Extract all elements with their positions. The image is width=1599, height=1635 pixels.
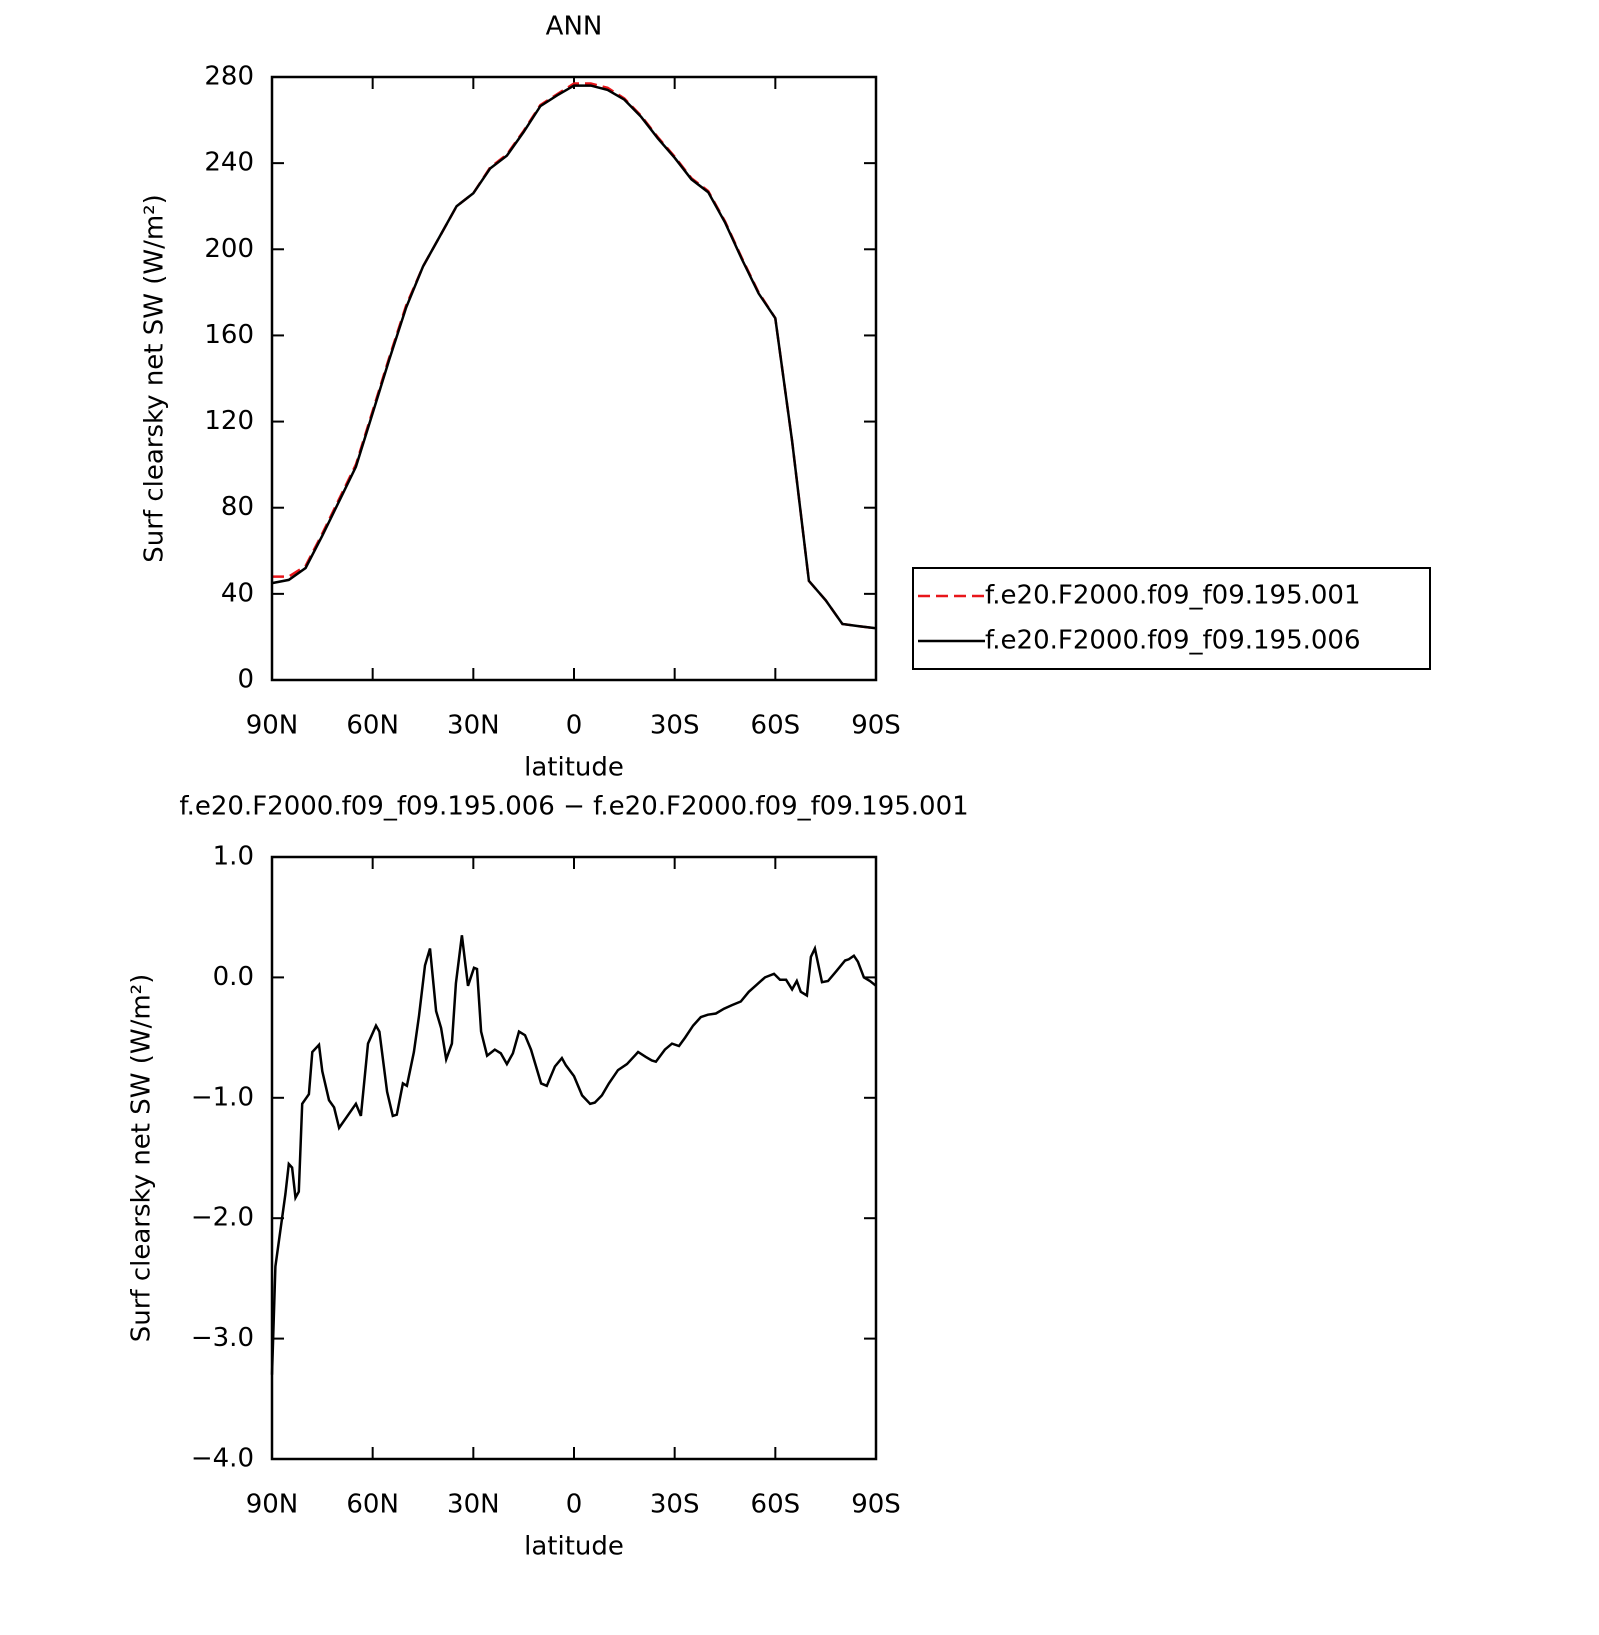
y-tick-label: 40	[221, 578, 254, 608]
x-tick-label: 60N	[346, 1490, 399, 1520]
y-tick-label: 160	[204, 320, 254, 350]
x-tick-label: 30S	[650, 711, 700, 741]
x-tick-label: 30S	[650, 1490, 700, 1520]
x-tick-label: 30N	[447, 711, 500, 741]
y-axis-label: Surf clearsky net SW (W/m²)	[127, 974, 157, 1342]
y-tick-label: −3.0	[191, 1323, 254, 1353]
data-line	[270, 935, 877, 1375]
chart-title: f.e20.F2000.f09_f09.195.006 − f.e20.F200…	[179, 792, 968, 822]
data-line	[272, 82, 877, 630]
x-axis-label: latitude	[524, 1532, 624, 1562]
y-tick-label: −2.0	[191, 1203, 254, 1233]
x-axis-label: latitude	[524, 753, 624, 783]
x-tick-label: 60S	[751, 1490, 801, 1520]
chart-title: ANN	[546, 12, 603, 42]
y-tick-label: 80	[221, 492, 254, 522]
y-tick-label: 240	[204, 148, 254, 178]
y-axis-label: Surf clearsky net SW (W/m²)	[140, 194, 170, 562]
legend-label: f.e20.F2000.f09_f09.195.001	[985, 581, 1361, 611]
y-tick-label: −1.0	[191, 1082, 254, 1112]
data-line	[271, 84, 877, 630]
y-tick-label: −4.0	[191, 1444, 254, 1474]
plot-frame	[270, 855, 878, 1461]
y-tick-label: 120	[204, 406, 254, 436]
y-tick-label: 0.0	[213, 962, 254, 992]
x-tick-label: 0	[566, 1490, 583, 1520]
x-tick-label: 90N	[246, 711, 299, 741]
y-tick-label: 1.0	[213, 842, 254, 872]
x-tick-label: 60S	[751, 711, 801, 741]
legend-label: f.e20.F2000.f09_f09.195.006	[985, 626, 1361, 656]
x-tick-label: 60N	[346, 711, 399, 741]
x-tick-label: 30N	[447, 1490, 500, 1520]
plot-frame	[270, 75, 878, 682]
y-tick-label: 280	[204, 62, 254, 92]
x-tick-label: 0	[566, 711, 583, 741]
legend-box	[912, 567, 1431, 670]
y-tick-label: 0	[237, 665, 254, 695]
x-tick-label: 90S	[851, 711, 901, 741]
x-tick-label: 90N	[246, 1490, 299, 1520]
y-tick-label: 200	[204, 234, 254, 264]
x-tick-label: 90S	[851, 1490, 901, 1520]
